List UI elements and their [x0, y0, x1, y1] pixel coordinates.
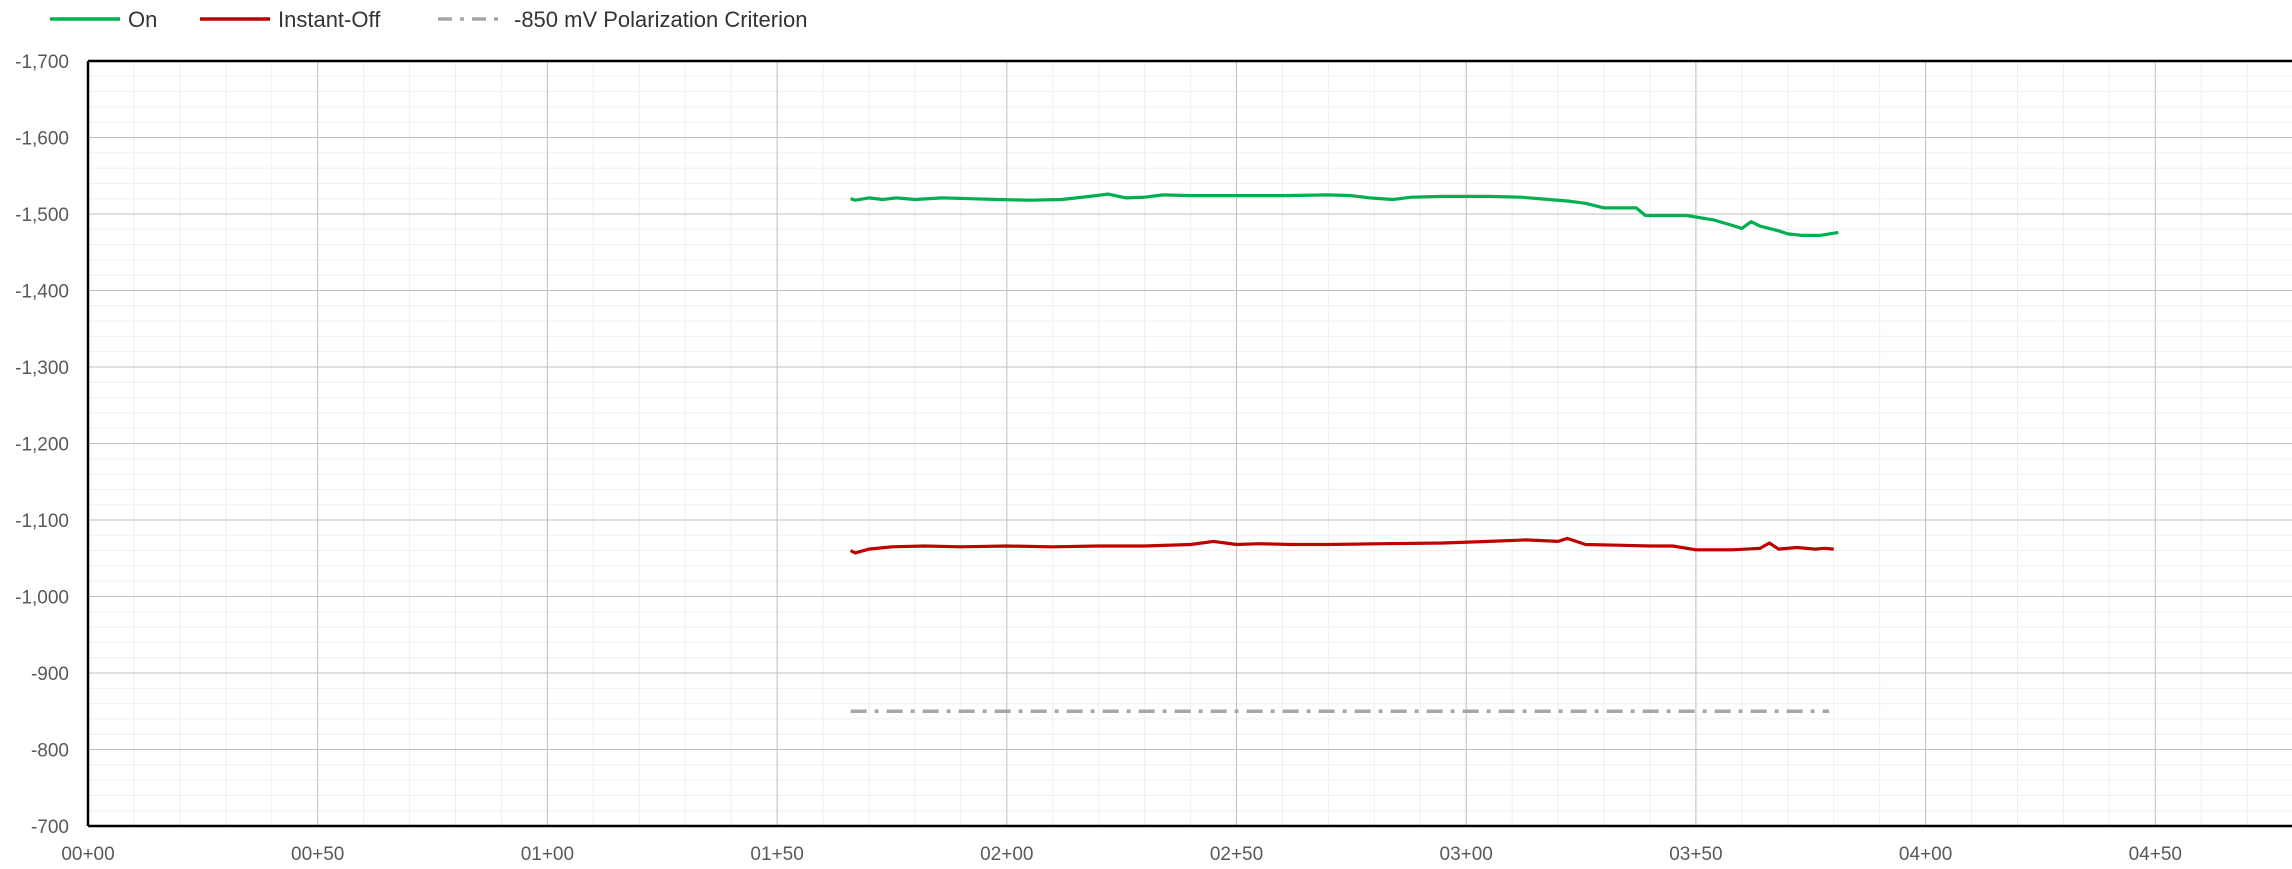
- y-tick-label: -1,600: [15, 129, 69, 150]
- x-axis-tick-labels: 00+00 00+50 01+00 01+50 02+00 02+50 03+00 03+50…: [61, 844, 2182, 865]
- y-tick-label: -1,200: [15, 435, 69, 456]
- series-layer: [849, 192, 1839, 714]
- y-tick-label: -1,300: [15, 358, 69, 379]
- y-tick-label: -900: [31, 664, 69, 685]
- series-line-on: [850, 192, 1839, 237]
- x-tick-label: 04+00: [1899, 844, 1952, 865]
- x-tick-label: 03+50: [1669, 844, 1722, 865]
- x-tick-label: 00+50: [291, 844, 344, 865]
- axes: [86, 59, 2292, 828]
- x-tick-label: 01+00: [521, 844, 574, 865]
- legend: On Instant-Off -850 mV Polarization Criter…: [50, 7, 807, 32]
- y-tick-label: -800: [31, 741, 69, 762]
- x-tick-label: 01+50: [750, 844, 803, 865]
- major-gridlines: [88, 61, 2292, 826]
- x-tick-label: 02+00: [980, 844, 1033, 865]
- x-tick-label: 03+00: [1440, 844, 1493, 865]
- y-tick-label: -1,100: [15, 511, 69, 532]
- series-line-instant-off: [849, 536, 1834, 555]
- y-tick-label: -1,400: [15, 282, 69, 303]
- y-tick-label: -1,700: [15, 52, 69, 73]
- y-tick-label: -1,500: [15, 205, 69, 226]
- x-tick-label: 02+50: [1210, 844, 1263, 865]
- legend-label: -850 mV Polarization Criterion: [514, 7, 807, 32]
- x-tick-label: 04+50: [2129, 844, 2182, 865]
- legend-label: Instant-Off: [278, 7, 381, 32]
- y-tick-label: -700: [31, 817, 69, 838]
- y-axis-tick-labels: -1,700 -1,600 -1,500 -1,400 -1,300 -1,200 -1,1…: [15, 52, 69, 838]
- y-tick-label: -1,000: [15, 588, 69, 609]
- legend-label: On: [128, 7, 157, 32]
- x-tick-label: 00+00: [61, 844, 114, 865]
